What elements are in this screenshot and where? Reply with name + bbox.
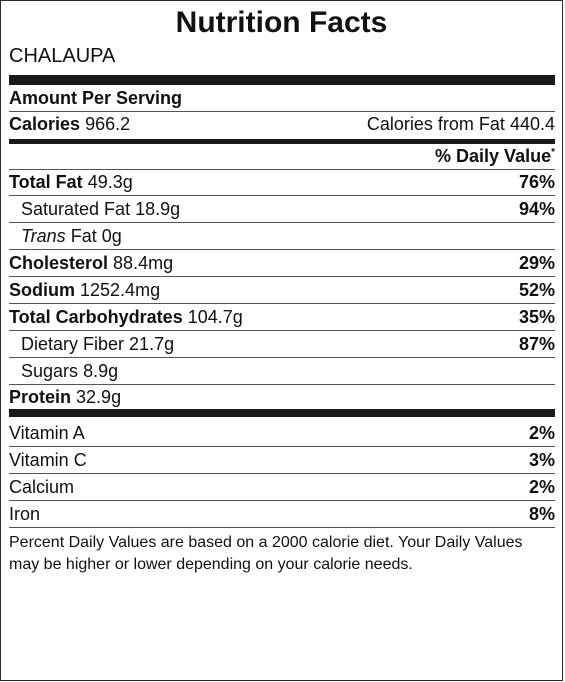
total-carbohydrates-label: Total Carbohydrates <box>9 307 183 327</box>
vitamin-a-dv: 2% <box>528 423 555 443</box>
vitamin-a-label: Vitamin A <box>9 423 85 443</box>
divider <box>9 169 555 170</box>
saturated-fat-row: Saturated Fat 18.9g 94% <box>9 196 555 222</box>
calories-label: Calories <box>9 114 81 134</box>
dietary-fiber-row: Dietary Fiber 21.7g 87% <box>9 331 555 357</box>
dietary-fiber-label: Dietary Fiber <box>21 334 125 354</box>
total-fat-label: Total Fat <box>9 172 83 192</box>
divider <box>9 500 555 501</box>
food-name: CHALAUPA <box>9 45 116 67</box>
protein-amount: 32.9g <box>76 387 122 407</box>
total-fat-dv: 76% <box>518 172 555 192</box>
trans-fat-row: Trans Fat 0g <box>9 223 555 249</box>
vitamin-c-dv: 3% <box>528 450 555 470</box>
calcium-row: Calcium 2% <box>9 474 555 500</box>
saturated-fat-dv: 94% <box>518 199 555 219</box>
dietary-fiber-dv: 87% <box>518 334 555 354</box>
sugars-row: Sugars 8.9g <box>9 358 555 384</box>
total-fat-amount: 49.3g <box>87 172 133 192</box>
divider <box>9 446 555 447</box>
label-title: Nutrition Facts <box>175 6 388 39</box>
trans-fat-amount: 0g <box>101 226 122 246</box>
saturated-fat-label: Saturated Fat <box>21 199 131 219</box>
divider <box>9 303 555 304</box>
calcium-dv: 2% <box>528 477 555 497</box>
sodium-row: Sodium 1252.4mg 52% <box>9 277 555 303</box>
calories-value: 966.2 <box>85 114 131 134</box>
divider <box>9 473 555 474</box>
sugars-amount: 8.9g <box>83 361 119 381</box>
iron-dv: 8% <box>528 504 555 524</box>
total-carbohydrates-row: Total Carbohydrates 104.7g 35% <box>9 304 555 330</box>
trans-fat-label-italic: Trans <box>21 226 66 246</box>
sodium-label: Sodium <box>9 280 75 300</box>
medium-divider <box>9 139 555 144</box>
amount-per-serving: Amount Per Serving <box>9 88 183 108</box>
amount-per-serving-row: Amount Per Serving <box>9 85 555 111</box>
divider <box>9 357 555 358</box>
footnote: Percent Daily Values are based on a 2000… <box>9 534 523 573</box>
divider <box>9 195 555 196</box>
saturated-fat-amount: 18.9g <box>135 199 181 219</box>
trans-fat-label: Fat <box>70 226 97 246</box>
vitamin-a-row: Vitamin A 2% <box>9 420 555 446</box>
daily-value-asterisk: * <box>551 147 555 158</box>
total-carbohydrates-amount: 104.7g <box>187 307 243 327</box>
daily-value-header-row: % Daily Value* <box>9 143 555 169</box>
calories-row: Calories 966.2 Calories from Fat 440.4 <box>9 111 555 137</box>
calcium-label: Calcium <box>9 477 75 497</box>
divider <box>9 330 555 331</box>
sodium-amount: 1252.4mg <box>80 280 161 300</box>
protein-row: Protein 32.9g <box>9 384 555 410</box>
vitamin-c-label: Vitamin C <box>9 450 87 470</box>
vitamin-c-row: Vitamin C 3% <box>9 447 555 473</box>
divider <box>9 249 555 250</box>
cholesterol-label: Cholesterol <box>9 253 109 273</box>
total-fat-row: Total Fat 49.3g 76% <box>9 169 555 195</box>
divider <box>9 527 555 528</box>
daily-value-header: % Daily Value <box>435 146 552 166</box>
divider <box>9 111 555 112</box>
dietary-fiber-amount: 21.7g <box>129 334 175 354</box>
cholesterol-row: Cholesterol 88.4mg 29% <box>9 250 555 276</box>
calories-from-fat-value: 440.4 <box>509 114 555 134</box>
iron-row: Iron 8% <box>9 501 555 527</box>
cholesterol-dv: 29% <box>518 253 555 273</box>
divider <box>9 222 555 223</box>
protein-label: Protein <box>9 387 72 407</box>
thick-divider <box>9 75 555 85</box>
divider <box>9 276 555 277</box>
sodium-dv: 52% <box>518 280 555 300</box>
iron-label: Iron <box>9 504 41 524</box>
cholesterol-amount: 88.4mg <box>113 253 174 273</box>
calories-from-fat-label: Calories from Fat <box>366 114 505 134</box>
thick-divider <box>9 409 555 417</box>
divider <box>9 384 555 385</box>
total-carbohydrates-dv: 35% <box>518 307 555 327</box>
sugars-label: Sugars <box>21 361 79 381</box>
